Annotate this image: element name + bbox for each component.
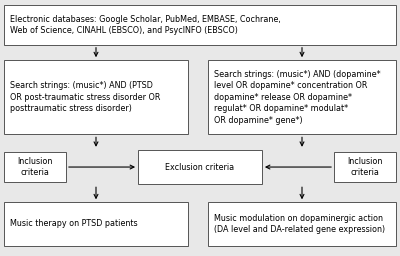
Text: Inclusion
criteria: Inclusion criteria [347, 157, 383, 177]
FancyBboxPatch shape [208, 202, 396, 246]
FancyBboxPatch shape [4, 60, 188, 134]
FancyBboxPatch shape [4, 202, 188, 246]
FancyBboxPatch shape [4, 152, 66, 182]
FancyBboxPatch shape [138, 150, 262, 184]
Text: Music therapy on PTSD patients: Music therapy on PTSD patients [10, 219, 138, 229]
Text: Electronic databases: Google Scholar, PubMed, EMBASE, Cochrane,
Web of Science, : Electronic databases: Google Scholar, Pu… [10, 15, 281, 35]
Text: Music modulation on dopaminergic action
(DA level and DA-related gene expression: Music modulation on dopaminergic action … [214, 214, 385, 234]
FancyBboxPatch shape [4, 5, 396, 45]
Text: Search strings: (music*) AND (dopamine*
level OR dopamine* concentration OR
dopa: Search strings: (music*) AND (dopamine* … [214, 70, 381, 125]
Text: Search strings: (music*) AND (PTSD
OR post-traumatic stress disorder OR
posttrau: Search strings: (music*) AND (PTSD OR po… [10, 81, 160, 113]
Text: Exclusion criteria: Exclusion criteria [166, 163, 234, 172]
Text: Inclusion
criteria: Inclusion criteria [17, 157, 53, 177]
FancyBboxPatch shape [334, 152, 396, 182]
FancyBboxPatch shape [208, 60, 396, 134]
